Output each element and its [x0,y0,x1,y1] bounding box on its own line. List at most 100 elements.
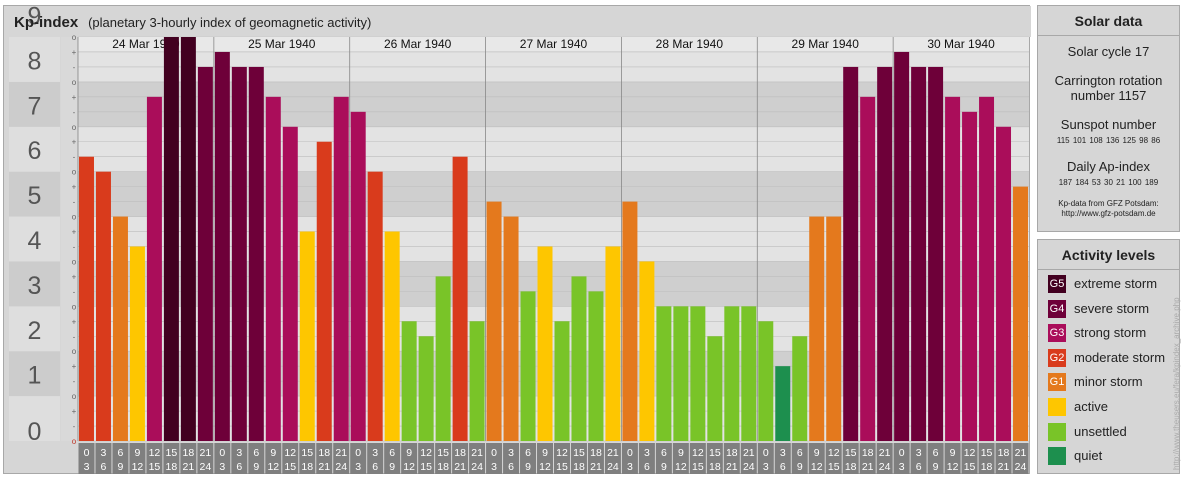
y-minor-mark: + [72,362,77,371]
x-tick-start: 9 [270,447,276,459]
kp-bar [452,156,468,441]
x-tick-bg [961,443,978,474]
x-tick-bg [604,443,621,474]
x-tick-end: 9 [525,461,531,473]
kp-chart: 0123456789o-o+-o+-o+-o+-o+-o+-o+-o+-o+24… [4,6,1031,474]
legend-item: G4 severe storm [1048,299,1149,318]
legend-item: active [1048,398,1108,416]
day-label: 30 Mar 1940 [927,37,995,51]
carrington-number: number 1157 [1070,88,1147,103]
x-tick-bg [978,443,995,474]
kp-bar [826,216,842,441]
x-tick-end: 24 [607,461,619,473]
x-tick-start: 12 [828,447,840,459]
y-tick-label: 8 [28,47,42,75]
x-tick-end: 21 [590,461,602,473]
kp-bar [758,321,774,441]
kp-bar [911,66,927,441]
data-source-label: Kp-data from GFZ Potsdam: [1058,199,1159,208]
day-header-bg [349,37,486,51]
y-minor-mark: + [72,407,77,416]
x-tick-start: 12 [964,447,976,459]
solar-data-panel: Solar data Solar cycle 17 Carrington rot… [1037,5,1180,232]
x-tick-end: 9 [389,461,395,473]
label-band [9,306,60,352]
kp-bar [350,111,366,442]
x-tick-bg [689,443,706,474]
kp-bar [690,306,706,441]
kp-bar [639,261,655,441]
legend-item: G1 minor storm [1048,373,1143,392]
x-tick-bg [570,443,587,474]
chart-header: Kp-index (planetary 3-hourly index of ge… [14,14,371,31]
x-tick-bg [621,443,638,474]
legend-item: G5 extreme storm [1048,275,1157,293]
x-tick-start: 18 [318,447,330,459]
x-tick-end: 3 [491,461,497,473]
y-minor-mark: + [72,48,77,57]
x-tick-bg [112,443,129,474]
y-minor-mark: o [72,123,77,132]
kp-bar [231,66,247,441]
x-tick-bg [265,443,282,474]
x-tick-end: 21 [454,461,466,473]
x-tick-bg [723,443,740,474]
x-tick-bg [893,443,910,474]
y-minor-mark: - [73,377,76,386]
kp-bar [979,96,995,442]
x-tick-end: 21 [183,461,195,473]
marker-column [61,37,77,441]
kp-bar [435,276,451,441]
x-tick-bg [401,443,418,474]
kp-bar [180,37,196,441]
label-band [9,81,60,127]
legend-label: extreme storm [1074,276,1158,291]
x-tick-end: 6 [236,461,242,473]
kp-bar [622,201,638,441]
x-tick-start: 12 [556,447,568,459]
x-tick-start: 9 [135,447,141,459]
x-tick-end: 6 [508,461,514,473]
y-minor-mark: - [73,422,76,431]
x-tick-end: 9 [118,461,124,473]
x-tick-bg [910,443,927,474]
x-tick-start: 18 [590,447,602,459]
x-tick-end: 18 [437,461,449,473]
carrington-label: Carrington rotation [1054,73,1163,88]
x-tick-bg [231,443,248,474]
y-minor-mark: o [72,347,77,356]
x-tick-end: 24 [879,461,891,473]
x-tick-start: 21 [471,447,483,459]
x-tick-bg [672,443,689,474]
x-tick-end: 9 [661,461,667,473]
day-header-bg [78,37,214,51]
legend-item: unsettled [1048,422,1127,441]
carrington-rotation: Carrington rotation number 1157 [1038,73,1179,103]
x-tick-bg [350,443,367,474]
x-tick-start: 21 [607,447,619,459]
x-tick-start: 18 [454,447,466,459]
day-label: 27 Mar 1940 [520,37,588,51]
kp-bar [588,291,604,441]
x-tick-start: 12 [420,447,432,459]
kp-bar [520,291,536,441]
day-header-bg [485,37,622,51]
y-tick-label: 9 [28,6,42,31]
kp-bar [129,246,145,441]
kp-bar [418,336,434,441]
x-tick-end: 12 [267,461,279,473]
x-tick-bg [316,443,333,474]
data-source-url[interactable]: http://www.gfz-potsdam.de [1061,209,1156,218]
x-tick-start: 6 [253,447,259,459]
x-tick-bg [129,443,146,474]
day-label: 29 Mar 1940 [792,37,860,51]
kp-bar [741,306,757,441]
legend-label: minor storm [1074,374,1143,390]
sunspot-values: 115 101 108 136 125 98 86 [1056,136,1161,145]
y-minor-mark: + [72,317,77,326]
kp-bar [707,336,723,441]
day-label: 28 Mar 1940 [656,37,724,51]
label-band [9,351,60,397]
x-tick-bg [95,443,112,474]
x-tick-start: 18 [726,447,738,459]
